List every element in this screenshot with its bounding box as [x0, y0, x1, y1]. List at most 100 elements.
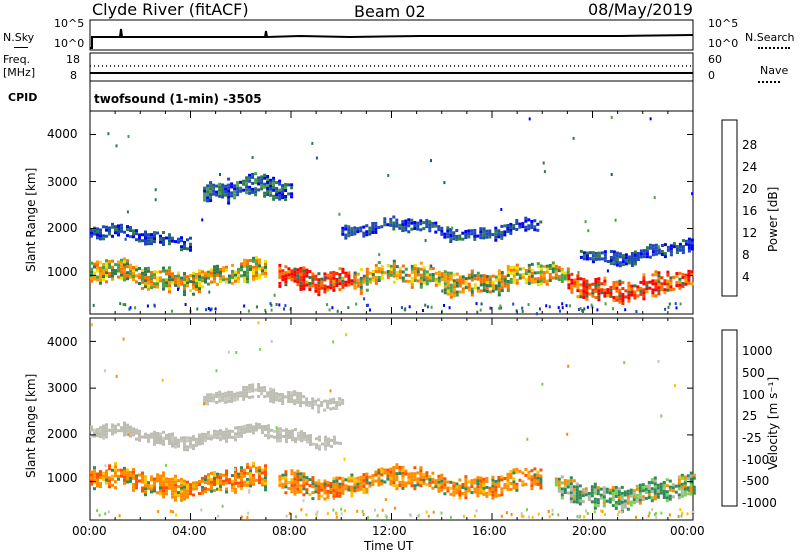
- heatmap-cell: [572, 485, 576, 489]
- heatmap-cell: [132, 269, 135, 272]
- heatmap-cell: [434, 485, 438, 489]
- heatmap-cell: [249, 469, 252, 473]
- heatmap-cell: [392, 274, 396, 278]
- heatmap-cell: [668, 494, 672, 498]
- heatmap-cell: [120, 276, 123, 280]
- heatmap-cell: [583, 515, 586, 519]
- heatmap-cell: [117, 275, 120, 279]
- heatmap-cell: [660, 511, 663, 515]
- heatmap-cell: [392, 268, 396, 272]
- heatmap-cell: [431, 486, 435, 490]
- heatmap-cell: [264, 271, 267, 275]
- heatmap-cell: [290, 478, 294, 482]
- heatmap-cell: [559, 309, 561, 313]
- heatmap-cell: [413, 478, 417, 482]
- heatmap-cell: [251, 187, 255, 191]
- heatmap-cell: [162, 439, 165, 443]
- heatmap-cell: [362, 476, 366, 480]
- power-cbar-28: 28: [742, 138, 758, 152]
- heatmap-cell: [272, 194, 276, 198]
- heatmap-cell: [503, 224, 507, 228]
- heatmap-cell: [108, 485, 111, 489]
- heatmap-cell: [425, 483, 429, 487]
- heatmap-cell: [144, 487, 147, 491]
- heatmap-cell: [638, 495, 642, 499]
- heatmap-cell: [437, 282, 441, 286]
- heatmap-cell: [207, 479, 210, 482]
- heatmap-cell: [500, 277, 504, 281]
- heatmap-cell: [189, 489, 192, 493]
- heatmap-cell: [144, 493, 147, 497]
- heatmap-cell: [594, 254, 598, 258]
- heatmap-cell: [243, 258, 246, 262]
- heatmap-cell: [276, 439, 279, 443]
- heatmap-cell: [356, 230, 360, 234]
- heatmap-cell: [296, 397, 300, 401]
- beam-title: Beam 02: [354, 2, 426, 21]
- heatmap-cell: [530, 268, 534, 272]
- heatmap-cell: [368, 226, 372, 230]
- heatmap-cell: [102, 278, 105, 281]
- heatmap-cell: [416, 227, 420, 231]
- heatmap-cell: [356, 278, 360, 282]
- heatmap-cell: [542, 271, 546, 275]
- heatmap-cell: [252, 274, 255, 278]
- heatmap-cell: [530, 262, 534, 266]
- heatmap-cell: [563, 479, 567, 482]
- heatmap-cell: [690, 273, 694, 277]
- freq-tick-high: 18: [66, 53, 80, 66]
- heatmap-cell: [335, 404, 339, 407]
- heatmap-cell: [276, 433, 279, 437]
- heatmap-cell: [153, 439, 156, 443]
- heatmap-cell: [470, 293, 474, 297]
- heatmap-cell: [216, 481, 219, 485]
- heatmap-cell: [509, 228, 513, 232]
- heatmap-cell: [400, 306, 403, 310]
- heatmap-cell: [255, 469, 258, 473]
- heatmap-cell: [425, 477, 429, 481]
- heatmap-cell: [482, 277, 486, 280]
- heatmap-cell: [449, 289, 453, 293]
- heatmap-cell: [380, 470, 384, 474]
- heatmap-cell: [626, 489, 630, 493]
- heatmap-cell: [449, 234, 453, 237]
- heatmap-cell: [261, 468, 264, 472]
- heatmap-cell: [452, 484, 456, 488]
- heatmap-cell: [248, 386, 252, 390]
- heatmap-cell: [239, 394, 243, 398]
- heatmap-cell: [296, 484, 300, 488]
- heatmap-cell: [209, 181, 213, 185]
- heatmap-cell: [407, 475, 411, 479]
- heatmap-cell: [336, 309, 339, 313]
- heatmap-cell: [317, 488, 321, 492]
- heatmap-cell: [410, 484, 414, 488]
- heatmap-cell: [347, 274, 351, 278]
- heatmap-cell: [147, 433, 150, 437]
- heatmap-cell: [326, 480, 330, 484]
- heatmap-cell: [482, 486, 486, 490]
- power-heatmap: [90, 115, 694, 316]
- heatmap-cell: [588, 257, 592, 261]
- heatmap-cell: [311, 141, 314, 145]
- heatmap-cell: [503, 284, 507, 288]
- heatmap-cell: [419, 466, 423, 470]
- heatmap-cell: [575, 482, 579, 486]
- heatmap-cell: [99, 260, 102, 264]
- heatmap-cell: [233, 196, 237, 200]
- heatmap-cell: [218, 487, 220, 491]
- heatmap-cell: [174, 280, 177, 284]
- heatmap-cell: [407, 221, 411, 225]
- heatmap-cell: [231, 275, 234, 279]
- heatmap-cell: [476, 286, 480, 290]
- heatmap-cell: [365, 279, 369, 283]
- heatmap-cell: [509, 488, 513, 491]
- heatmap-cell: [264, 259, 267, 263]
- heatmap-cell: [446, 232, 450, 236]
- heatmap-cell: [452, 237, 456, 241]
- heatmap-cell: [177, 277, 180, 281]
- heatmap-cell: [261, 272, 264, 276]
- heatmap-cell: [597, 280, 601, 284]
- heatmap-cell: [464, 283, 468, 287]
- heatmap-cell: [303, 435, 306, 438]
- heatmap-cell: [407, 218, 411, 222]
